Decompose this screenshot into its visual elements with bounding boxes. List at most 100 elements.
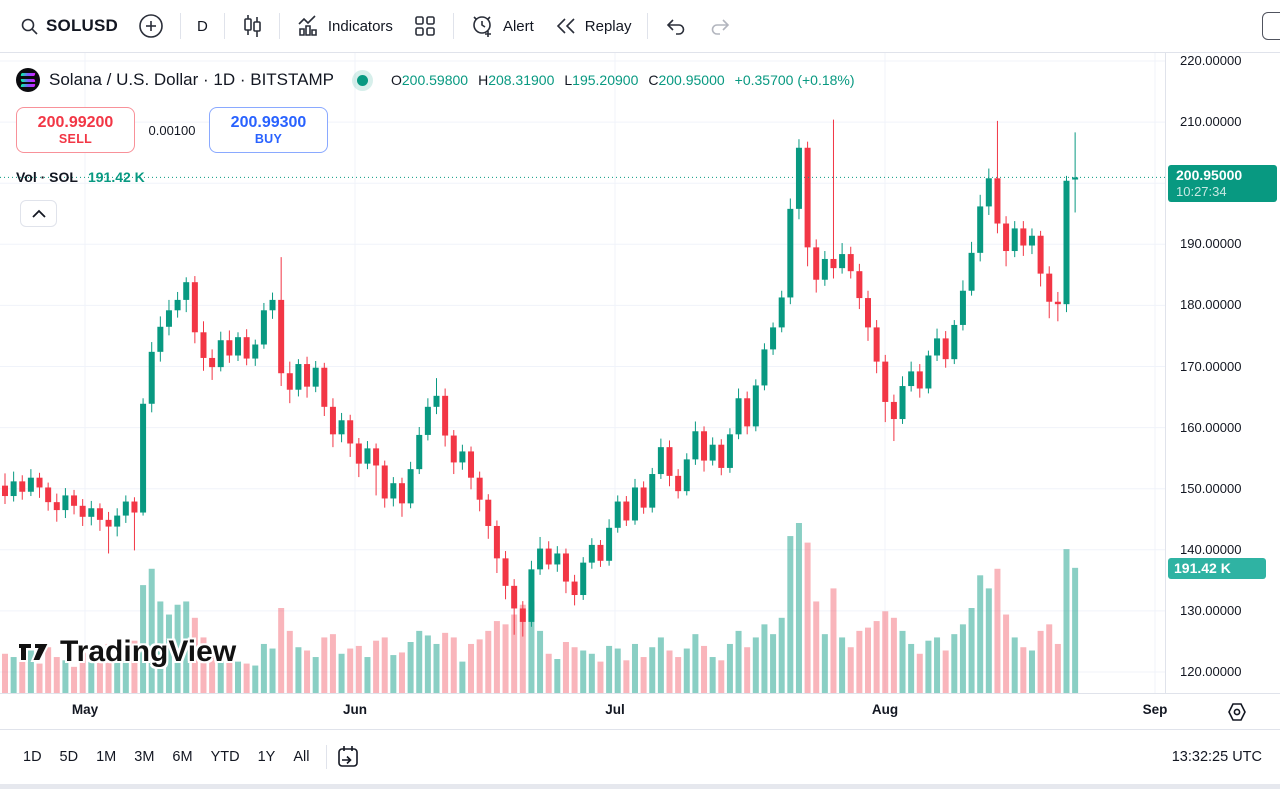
candle-body bbox=[433, 395, 440, 407]
indicators-button[interactable]: Indicators bbox=[286, 8, 403, 44]
range-button-5d[interactable]: 5D bbox=[51, 743, 88, 771]
volume-bar bbox=[260, 643, 267, 693]
compare-add-button[interactable] bbox=[128, 7, 174, 45]
candle-body bbox=[640, 487, 647, 508]
redo-button[interactable] bbox=[698, 10, 742, 42]
candle-body bbox=[165, 310, 172, 327]
volume-bar bbox=[580, 650, 587, 693]
candle-body bbox=[856, 271, 863, 299]
candle-body bbox=[709, 444, 716, 461]
volume-bar bbox=[1063, 549, 1070, 693]
candle-body bbox=[925, 355, 932, 389]
volume-bar bbox=[1020, 647, 1027, 693]
candle-body bbox=[407, 469, 414, 504]
price-axis-label: 160.00000 bbox=[1180, 419, 1242, 435]
solana-logo bbox=[16, 68, 40, 92]
volume-legend[interactable]: Vol · SOL 191.42 K bbox=[16, 169, 145, 185]
volume-bar bbox=[865, 627, 871, 693]
market-status-dot[interactable] bbox=[356, 74, 368, 86]
chart-main: Solana / U.S. Dollar · 1D · BITSTAMP O20… bbox=[0, 53, 1280, 693]
candlestick-chart[interactable] bbox=[0, 53, 1165, 693]
candle-body bbox=[364, 448, 371, 464]
volume-bar bbox=[502, 624, 509, 693]
candle-body bbox=[959, 290, 966, 325]
collapse-pane-button[interactable] bbox=[20, 200, 57, 227]
axis-settings-icon[interactable] bbox=[1226, 701, 1248, 728]
alert-button[interactable]: Alert bbox=[460, 7, 544, 45]
time-axis[interactable]: May Jun Jul Aug Sep bbox=[0, 693, 1280, 729]
volume-bar bbox=[942, 650, 949, 693]
change-value: +0.35700 (+0.18%) bbox=[734, 72, 855, 88]
candle-body bbox=[442, 395, 449, 436]
range-button-1d[interactable]: 1D bbox=[14, 743, 51, 771]
candle-body bbox=[226, 340, 233, 356]
volume-bar bbox=[105, 643, 112, 693]
range-button-6m[interactable]: 6M bbox=[163, 743, 201, 771]
candle-body bbox=[312, 367, 319, 387]
volume-bar bbox=[338, 653, 345, 693]
tradingview-logo-icon bbox=[16, 639, 52, 665]
symbol-search[interactable]: SOLUSD bbox=[10, 10, 128, 42]
layout-templates-button[interactable] bbox=[403, 8, 447, 44]
range-button-3m[interactable]: 3M bbox=[125, 743, 163, 771]
volume-bar bbox=[977, 575, 984, 693]
candle-body bbox=[45, 487, 52, 503]
chart-area[interactable]: Solana / U.S. Dollar · 1D · BITSTAMP O20… bbox=[0, 53, 1165, 693]
toolbar-divider bbox=[452, 13, 454, 39]
search-icon bbox=[20, 17, 39, 36]
chart-style-button[interactable] bbox=[231, 8, 273, 44]
buy-price: 200.99300 bbox=[230, 113, 307, 131]
range-button-ytd[interactable]: YTD bbox=[202, 743, 249, 771]
price-axis[interactable]: 200.95000 10:27:34 191.42 K 220.00000 210… bbox=[1165, 53, 1280, 693]
redo-icon bbox=[708, 16, 732, 36]
volume-bar bbox=[131, 640, 138, 693]
candle-body bbox=[821, 258, 828, 280]
open-value: 200.59800 bbox=[401, 72, 469, 88]
range-button-1m[interactable]: 1M bbox=[87, 743, 125, 771]
candle-body bbox=[338, 420, 345, 435]
replay-button[interactable]: Replay bbox=[544, 9, 642, 43]
volume-bar bbox=[252, 665, 259, 693]
volume-bar bbox=[373, 640, 380, 693]
range-button-all[interactable]: All bbox=[284, 743, 318, 771]
toolbar-divider bbox=[180, 13, 182, 39]
price-axis-label: 180.00000 bbox=[1180, 297, 1242, 313]
range-buttons: 1D 5D 1M 3M 6M YTD 1Y All bbox=[14, 743, 318, 771]
grid-layout-icon bbox=[413, 14, 437, 38]
candle-body bbox=[174, 299, 181, 311]
fullscreen-button[interactable] bbox=[1262, 12, 1280, 40]
volume-bar bbox=[416, 630, 423, 693]
volume-bar bbox=[71, 666, 78, 693]
volume-bar bbox=[174, 604, 181, 693]
candle-body bbox=[977, 206, 984, 253]
sell-button[interactable]: 200.99200 SELL bbox=[16, 107, 135, 153]
go-to-date-icon[interactable] bbox=[335, 744, 361, 770]
volume-bar bbox=[519, 604, 526, 693]
volume-bar bbox=[62, 660, 69, 693]
candle-body bbox=[631, 487, 638, 521]
volume-bar bbox=[27, 650, 34, 693]
undo-button[interactable] bbox=[654, 10, 698, 42]
interval-button[interactable]: D bbox=[187, 12, 218, 41]
candle-body bbox=[1003, 223, 1010, 252]
volume-bar bbox=[468, 643, 475, 693]
range-button-1y[interactable]: 1Y bbox=[249, 743, 285, 771]
candle-body bbox=[157, 326, 164, 352]
clock-utc[interactable]: 13:32:25 UTC bbox=[1171, 749, 1262, 765]
candle-body bbox=[468, 451, 475, 478]
last-price-badge: 200.95000 10:27:34 bbox=[1168, 165, 1277, 203]
buy-button[interactable]: 200.99300 BUY bbox=[209, 107, 328, 153]
volume-bar bbox=[459, 661, 466, 693]
indicators-icon bbox=[296, 14, 321, 38]
candle-body bbox=[571, 581, 578, 596]
candle-body bbox=[252, 344, 259, 359]
candle-body bbox=[381, 465, 388, 499]
candle-body bbox=[502, 558, 509, 586]
volume-bar bbox=[804, 542, 811, 693]
volume-bar bbox=[295, 647, 302, 693]
spread-value: 0.00100 bbox=[148, 122, 196, 138]
volume-bar bbox=[148, 568, 155, 693]
volume-bar bbox=[847, 647, 854, 693]
time-axis-label-jul: Jul bbox=[605, 702, 625, 717]
symbol-legend[interactable]: Solana / U.S. Dollar · 1D · BITSTAMP O20… bbox=[16, 68, 855, 92]
